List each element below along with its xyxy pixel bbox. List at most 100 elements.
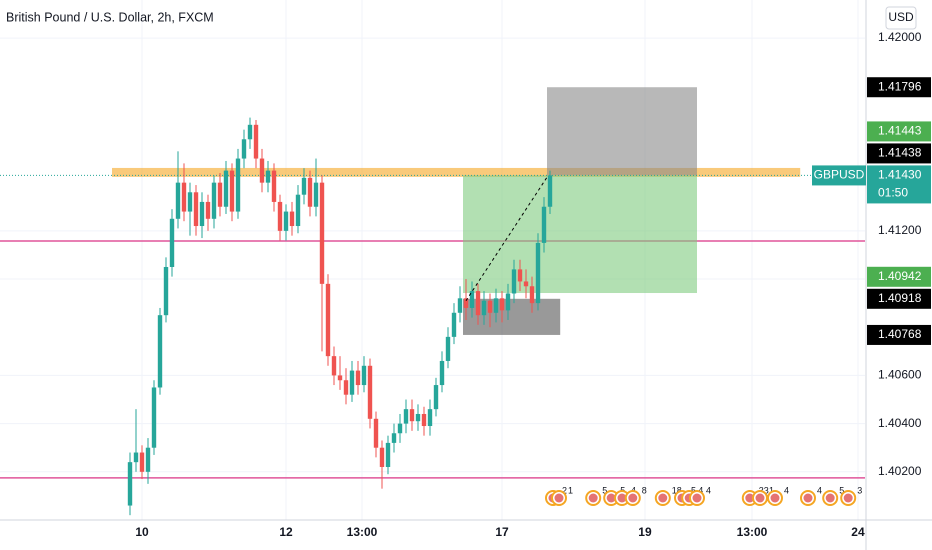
price-label-box (867, 324, 931, 345)
event-flag (825, 493, 835, 503)
candle-body (151, 387, 157, 448)
candle-body (367, 365, 373, 419)
candle-body (337, 375, 343, 381)
candle-body (469, 291, 475, 308)
candle-body (349, 370, 355, 395)
candle-body (361, 365, 367, 386)
candle-body (235, 158, 241, 212)
price-label-box (867, 266, 931, 287)
candle-body (403, 409, 409, 424)
currency-box[interactable] (885, 6, 917, 30)
candle-body (163, 266, 169, 316)
event-flag (658, 493, 668, 503)
x-tick-label: 13:00 (347, 525, 378, 539)
y-tick-label: 1.42000 (878, 30, 922, 44)
candle-body (265, 170, 271, 183)
candle-body (439, 360, 445, 386)
candle-body (247, 124, 253, 140)
y-tick-label: 1.40400 (878, 416, 922, 430)
price-label: 1.41443 (878, 124, 922, 138)
candle-body (427, 409, 433, 427)
candle-body (253, 124, 259, 159)
y-tick-label: 1.41200 (878, 223, 922, 237)
candle-body (475, 291, 481, 316)
x-tick-label: 17 (495, 525, 509, 539)
position-box (547, 87, 698, 176)
event-flag (803, 493, 813, 503)
currency-label[interactable]: USD (888, 10, 914, 24)
countdown: 01:50 (878, 186, 908, 200)
event-flag (770, 493, 780, 503)
resistance-zone (112, 167, 801, 177)
candle-body (385, 442, 391, 467)
candle-body (409, 409, 415, 422)
symbol-tag-box (812, 165, 866, 186)
event-count: 1 (568, 485, 573, 495)
price-label-box (867, 288, 931, 309)
price-label: 1.40768 (878, 327, 922, 341)
candle-body (391, 433, 397, 443)
candle-body (145, 447, 151, 472)
candle-body (205, 201, 211, 219)
candle-body (307, 177, 313, 207)
event-count: 5 (691, 485, 696, 495)
event-count: 4 (698, 485, 703, 495)
event-count: 4 (706, 485, 711, 495)
price-label-box (867, 165, 931, 204)
candle-body (523, 281, 529, 287)
y-tick-label: 1.40200 (878, 464, 922, 478)
candle-body (547, 175, 553, 207)
candle-body (535, 242, 541, 304)
x-tick-label: 13:00 (737, 525, 768, 539)
candle-body (481, 300, 487, 316)
event-flag (617, 493, 627, 503)
x-tick-label: 10 (135, 525, 149, 539)
candle-body (397, 423, 403, 434)
candle-body (331, 356, 337, 376)
candle-body (325, 283, 331, 357)
event-count: 5 (839, 485, 844, 495)
candle-body (415, 413, 421, 422)
event-flag (745, 493, 755, 503)
candle-body (175, 182, 181, 219)
candle-body (277, 201, 283, 231)
candle-body (133, 452, 139, 463)
candle-body (187, 192, 193, 212)
candle-body (433, 385, 439, 410)
event-flag (692, 493, 702, 503)
plot-area: 215548185443314453 (0, 87, 865, 516)
candle-body (301, 177, 307, 195)
candle-body (181, 182, 187, 212)
price-label: 1.40918 (878, 291, 922, 305)
candle-body (223, 170, 229, 207)
candle-body (505, 293, 511, 311)
price-label-box (867, 121, 931, 142)
candle-body (229, 170, 235, 212)
candle-body (517, 269, 523, 282)
candle-body (211, 182, 217, 219)
price-label-box (867, 77, 931, 98)
candle-body (445, 336, 451, 361)
candle-body (313, 182, 319, 207)
event-flag (588, 493, 598, 503)
candle-body (289, 211, 295, 227)
price-label-box (867, 143, 931, 164)
candle-body (193, 192, 199, 227)
trend-line (465, 175, 549, 301)
chart-title: British Pound / U.S. Dollar, 2h, FXCM (6, 10, 214, 24)
event-count: 3 (857, 485, 862, 495)
candle-body (127, 462, 133, 506)
axes: 1.420001.412001.410001.406001.404001.402… (135, 30, 931, 539)
candle-body (283, 211, 289, 231)
candle-body (511, 269, 517, 294)
candle-body (157, 315, 163, 388)
event-flag (554, 493, 564, 503)
event-count: 8 (642, 485, 647, 495)
event-flag (606, 493, 616, 503)
price-label: 1.41438 (878, 146, 922, 160)
price-label: 1.40942 (878, 269, 922, 283)
candle-body (169, 218, 175, 267)
event-count: 33 (759, 485, 769, 495)
candle-body (499, 298, 505, 311)
price-label: 1.41796 (878, 79, 922, 93)
